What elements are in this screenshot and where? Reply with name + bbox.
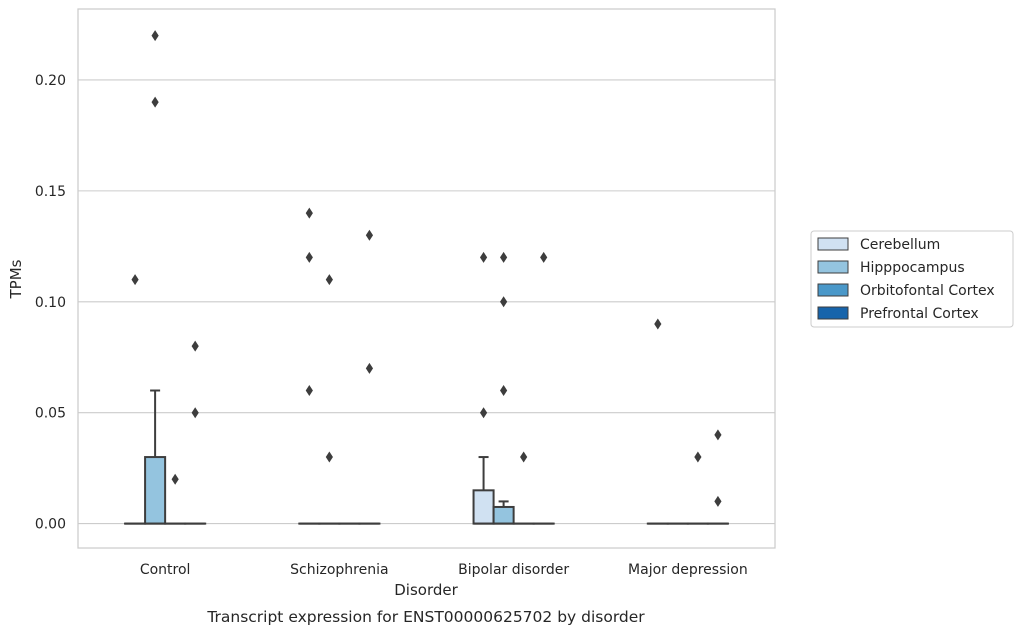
y-tick-label: 0.05 xyxy=(35,406,66,422)
outlier-point xyxy=(714,429,722,441)
outlier-point xyxy=(500,296,508,308)
legend-swatch-prefrontal-cortex xyxy=(817,306,849,320)
box-iqr xyxy=(144,456,167,525)
outlier-point xyxy=(479,251,488,263)
outlier-point xyxy=(191,407,199,419)
legend-label-prefrontal-cortex: Prefrontal Cortex xyxy=(860,306,979,322)
outlier-point xyxy=(365,362,374,374)
plot-frame xyxy=(77,8,776,549)
box-hipppocampus-control xyxy=(144,389,167,525)
legend-frame xyxy=(810,230,1014,328)
y-tick-label: 0.20 xyxy=(35,73,66,89)
x-tick-label-schizophrenia: Schizophrenia xyxy=(290,562,388,578)
y-tick-label: 0.10 xyxy=(35,295,66,311)
legend: Cerebellum Hipppocampus Orbitofontal Corte… xyxy=(810,230,1014,328)
x-tick-label-bipolar-disorder: Bipolar disorder xyxy=(458,562,569,578)
box-series xyxy=(124,389,729,525)
legend-swatch-hipppocampus xyxy=(817,260,849,274)
outlier-point xyxy=(500,385,508,397)
legend-label-orbitofontal-cortex: Orbitofontal Cortex xyxy=(860,283,995,299)
legend-swatch-cerebellum xyxy=(817,237,849,251)
x-tick-labels: Control Schizophrenia Bipolar disorder Majo… xyxy=(140,562,748,578)
y-axis-label: TPMs xyxy=(7,259,25,299)
x-tick-label-control: Control xyxy=(140,562,191,578)
outlier-point xyxy=(191,340,199,352)
box-iqr xyxy=(492,505,515,525)
legend-label-hipppocampus: Hipppocampus xyxy=(860,260,965,276)
outlier-point xyxy=(325,451,333,463)
outlier-point xyxy=(479,407,488,419)
legend-swatch-orbitofontal-cortex xyxy=(817,283,849,297)
outlier-point xyxy=(171,473,179,485)
outlier-point xyxy=(365,229,374,241)
outlier-point xyxy=(305,385,313,397)
outlier-point xyxy=(305,207,313,219)
x-tick-label-major-depression: Major depression xyxy=(628,562,748,578)
outlier-point xyxy=(305,251,313,263)
outlier-point xyxy=(520,451,528,463)
outlier-point xyxy=(131,274,139,286)
y-tick-label: 0.00 xyxy=(35,517,66,533)
outlier-point xyxy=(694,451,702,463)
outlier-point xyxy=(151,30,159,42)
outlier-point xyxy=(500,251,508,263)
outlier-point xyxy=(714,495,722,507)
outlier-point xyxy=(325,274,333,286)
box-hipppocampus-bipolar-disorder xyxy=(492,500,515,525)
box-iqr xyxy=(472,489,495,525)
outlier-point xyxy=(654,318,662,330)
chart-title: Transcript expression for ENST0000062570… xyxy=(206,608,645,626)
outlier-point xyxy=(151,96,159,108)
legend-label-cerebellum: Cerebellum xyxy=(860,237,940,253)
y-tick-label: 0.15 xyxy=(35,184,66,200)
plot-background xyxy=(78,9,775,548)
outlier-points xyxy=(131,30,722,507)
y-tick-labels: 0.00 0.05 0.10 0.15 0.20 xyxy=(35,73,66,533)
x-axis-label: Disorder xyxy=(394,581,458,599)
outlier-point xyxy=(540,251,548,263)
